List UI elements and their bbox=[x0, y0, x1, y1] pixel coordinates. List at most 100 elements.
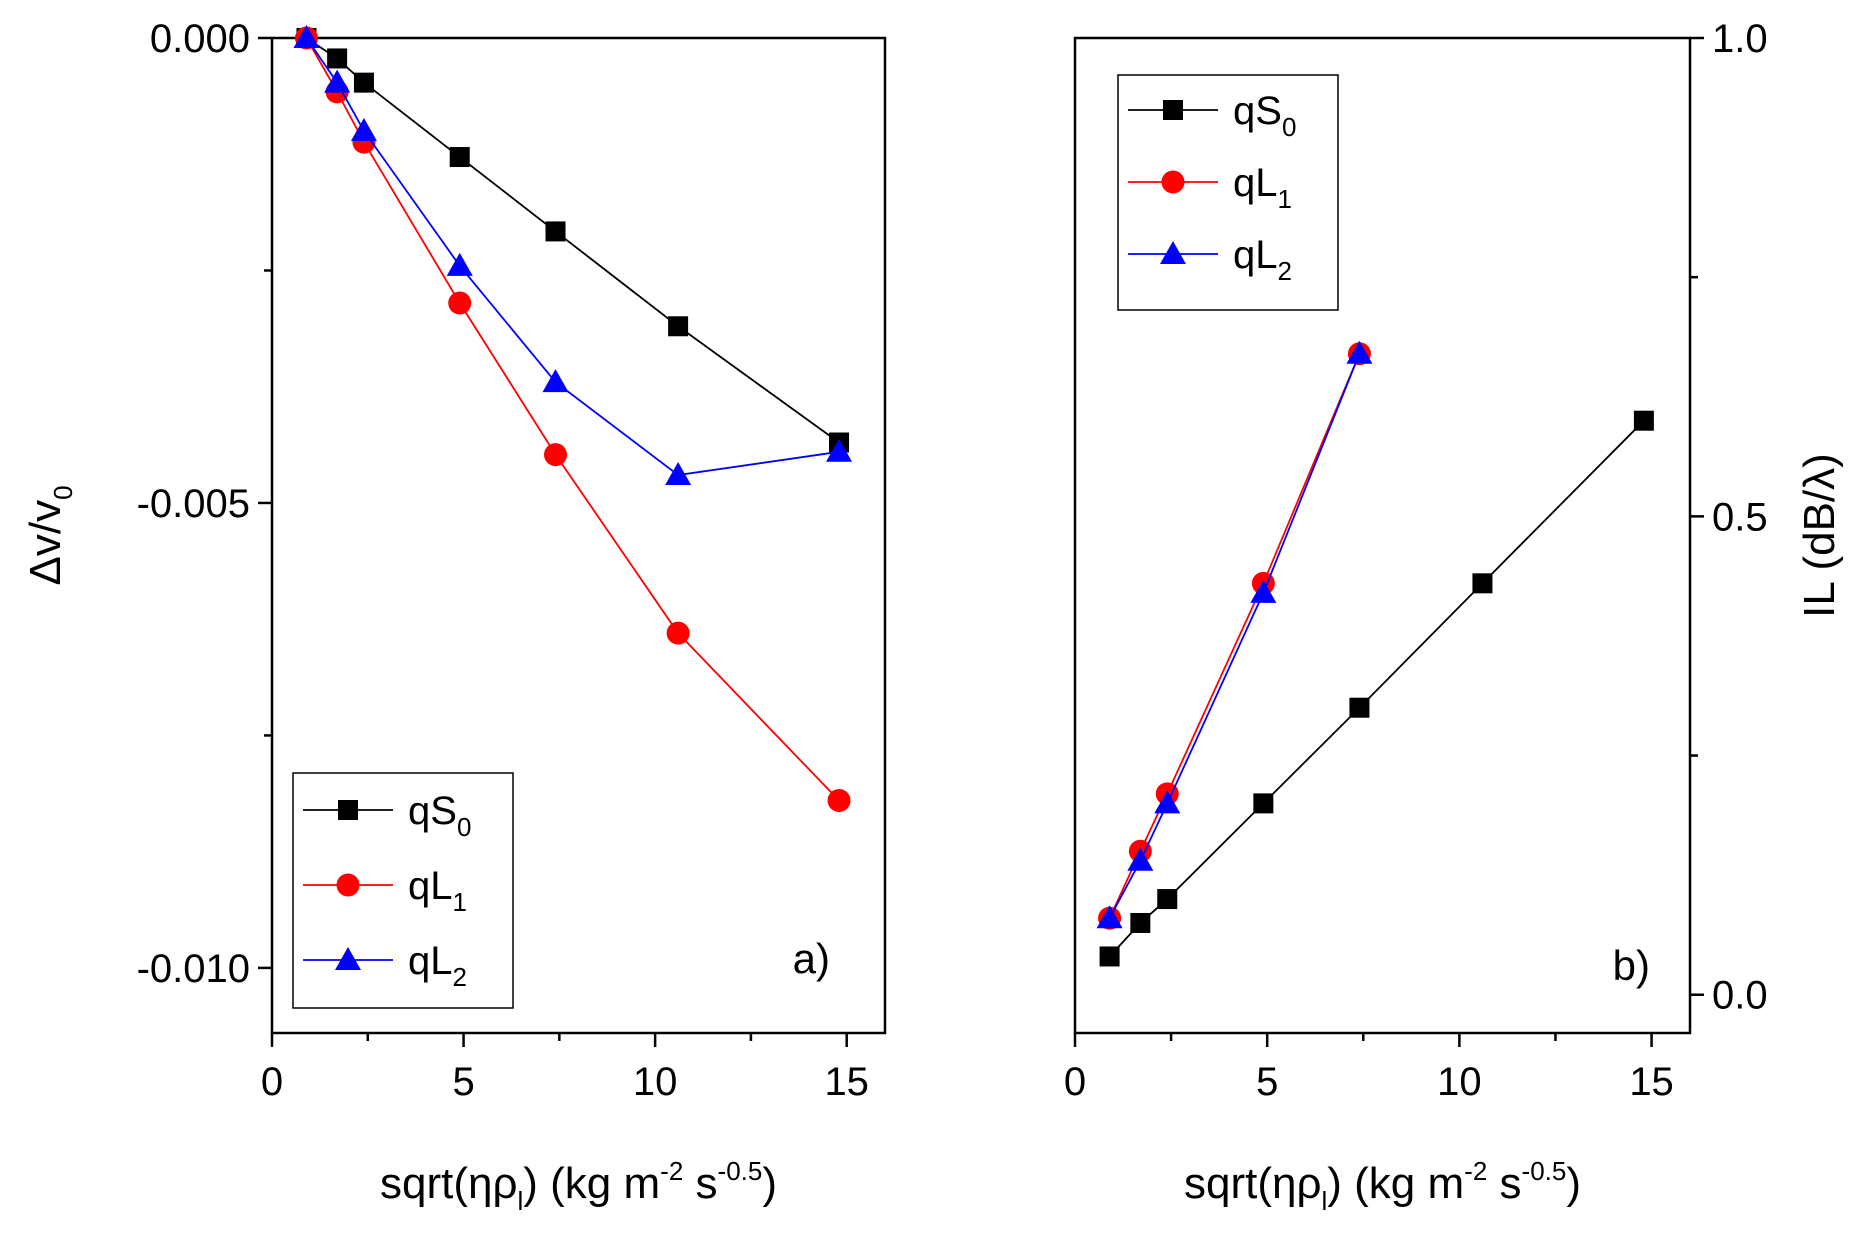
data-point-qL2 bbox=[1250, 579, 1277, 603]
legend-label: qL1 bbox=[1233, 161, 1292, 214]
data-point-qL2 bbox=[1154, 790, 1181, 814]
legend-label: qL2 bbox=[408, 939, 467, 992]
series-line-qS0 bbox=[1108, 420, 1645, 958]
data-point-qS0 bbox=[1633, 410, 1654, 431]
x-axis-title-sup1: -2 bbox=[660, 1156, 683, 1186]
x-axis-title-sup1: -2 bbox=[1464, 1156, 1487, 1186]
legend-label-sub: 0 bbox=[1282, 112, 1296, 142]
y-tick-label: 0.000 bbox=[150, 17, 250, 61]
data-point-qL2 bbox=[542, 369, 569, 393]
legend-marker bbox=[335, 947, 361, 970]
y-axis-title-sub: 0 bbox=[48, 485, 78, 499]
x-axis-title-main: sqrt(ηρ bbox=[380, 1159, 518, 1208]
x-tick-label: 5 bbox=[452, 1060, 474, 1104]
panel-label: b) bbox=[1613, 942, 1650, 989]
data-point-qL1 bbox=[448, 291, 472, 315]
y-tick-label: -0.010 bbox=[137, 947, 250, 991]
legend-label-main: qL bbox=[408, 939, 453, 983]
data-point-qL2 bbox=[350, 117, 377, 141]
y-axis-title: IL (dB/λ) bbox=[1795, 453, 1844, 618]
data-point-qS0 bbox=[1099, 946, 1120, 967]
data-point-qS0 bbox=[1349, 697, 1370, 718]
x-tick-label: 10 bbox=[1437, 1060, 1482, 1104]
legend-label-sub: 0 bbox=[457, 812, 471, 842]
series-line-qL2 bbox=[1108, 353, 1361, 919]
x-axis-title-mid: ) (kg m bbox=[523, 1159, 660, 1208]
y-tick-label: 0.0 bbox=[1712, 974, 1768, 1018]
legend-label: qL1 bbox=[408, 864, 467, 917]
y-axis-title-main: IL (dB/λ) bbox=[1795, 453, 1844, 618]
legend-label-main: qS bbox=[408, 789, 457, 833]
x-axis-title: sqrt(ηρl) (kg m-2 s-0.5) bbox=[380, 1156, 777, 1216]
data-point-qL2 bbox=[1127, 847, 1154, 871]
legend-box bbox=[1117, 74, 1339, 311]
legend-marker bbox=[1161, 170, 1185, 194]
x-axis-title-main: sqrt(ηρ bbox=[1184, 1159, 1322, 1208]
legend-marker bbox=[338, 800, 358, 820]
x-axis-title-sup2: -0.5 bbox=[1522, 1156, 1567, 1186]
data-point-qS0 bbox=[668, 316, 689, 337]
data-point-qL2 bbox=[826, 438, 853, 462]
legend-box bbox=[292, 772, 514, 1009]
legend-label: qS0 bbox=[1233, 89, 1296, 142]
data-point-qS0 bbox=[1472, 573, 1493, 594]
legend-label-sub: 1 bbox=[453, 887, 467, 917]
x-axis-title-sub: l bbox=[1322, 1186, 1328, 1216]
data-point-qL2 bbox=[1096, 905, 1123, 929]
data-point-qL1 bbox=[666, 621, 690, 645]
x-axis-title-end: ) bbox=[762, 1159, 777, 1208]
x-axis-title-sup2: -0.5 bbox=[718, 1156, 763, 1186]
panel-label: a) bbox=[793, 935, 830, 982]
data-point-qL2 bbox=[665, 462, 692, 486]
data-point-qS0 bbox=[449, 147, 470, 168]
data-point-qL2 bbox=[293, 25, 320, 48]
data-point-qS0 bbox=[545, 221, 566, 242]
legend-label-main: qL bbox=[408, 864, 453, 908]
x-tick-label: 15 bbox=[824, 1060, 869, 1104]
x-axis-title-mid2: s bbox=[683, 1159, 717, 1208]
legend-marker bbox=[336, 873, 360, 897]
series-qL1 bbox=[1098, 342, 1371, 930]
x-axis-title-sub: l bbox=[518, 1186, 524, 1216]
series-qS0 bbox=[296, 28, 850, 453]
y-axis-title-main: Δv/v bbox=[21, 500, 70, 586]
x-tick-label: 15 bbox=[1629, 1060, 1674, 1104]
legend-label-sub: 2 bbox=[1278, 256, 1292, 286]
x-axis-title: sqrt(ηρl) (kg m-2 s-0.5) bbox=[1184, 1156, 1581, 1216]
data-point-qL1 bbox=[544, 443, 568, 467]
legend-marker bbox=[1163, 100, 1183, 120]
y-tick-label: 0.5 bbox=[1712, 495, 1768, 539]
data-point-qS0 bbox=[1130, 912, 1151, 933]
data-point-qS0 bbox=[327, 48, 348, 69]
x-tick-label: 0 bbox=[1064, 1060, 1086, 1104]
legend-marker bbox=[1160, 241, 1186, 264]
x-tick-label: 5 bbox=[1256, 1060, 1278, 1104]
data-point-qL1 bbox=[827, 789, 851, 813]
series-qL2 bbox=[293, 25, 853, 486]
series-qL2 bbox=[1096, 340, 1373, 929]
series-line-qL1 bbox=[305, 37, 840, 802]
plot-frame bbox=[1073, 36, 1692, 1035]
legend-label-sub: 2 bbox=[453, 962, 467, 992]
data-point-qL2 bbox=[1346, 340, 1373, 364]
series-line-qL1 bbox=[1108, 353, 1361, 919]
legend-label-main: qL bbox=[1233, 161, 1278, 205]
x-tick-label: 10 bbox=[633, 1060, 678, 1104]
data-point-qS0 bbox=[1253, 793, 1274, 814]
series-qL1 bbox=[294, 26, 851, 813]
legend-label-sub: 1 bbox=[1278, 184, 1292, 214]
x-axis-title-end: ) bbox=[1566, 1159, 1581, 1208]
series-line-qL2 bbox=[305, 37, 840, 477]
data-point-qL2 bbox=[324, 69, 351, 93]
series-line-qS0 bbox=[305, 37, 840, 444]
x-axis-title-mid2: s bbox=[1487, 1159, 1521, 1208]
data-point-qS0 bbox=[1157, 889, 1178, 910]
legend-label: qS0 bbox=[408, 789, 471, 842]
x-tick-label: 0 bbox=[261, 1060, 283, 1104]
data-point-qL2 bbox=[446, 252, 473, 276]
y-tick-label: 1.0 bbox=[1712, 17, 1768, 61]
